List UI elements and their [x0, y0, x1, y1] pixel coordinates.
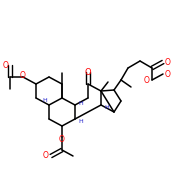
Text: H: H	[79, 100, 83, 105]
Text: O: O	[3, 61, 9, 70]
Text: O: O	[85, 67, 91, 77]
Text: H: H	[105, 104, 109, 109]
Text: O: O	[165, 57, 171, 66]
Text: O: O	[20, 70, 26, 79]
Text: H: H	[43, 97, 47, 103]
Text: O: O	[59, 134, 65, 143]
Text: H: H	[79, 118, 83, 124]
Text: O: O	[165, 70, 171, 79]
Text: O: O	[144, 75, 150, 84]
Text: O: O	[43, 151, 49, 160]
